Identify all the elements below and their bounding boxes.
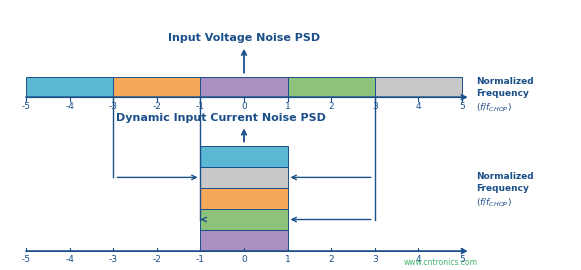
Text: -2: -2 [152, 255, 162, 264]
Text: -1: -1 [196, 255, 205, 264]
Bar [375, 77, 462, 97]
Text: 4: 4 [415, 102, 421, 110]
Text: -4: -4 [65, 255, 74, 264]
Text: 0: 0 [241, 255, 247, 264]
Bar [26, 77, 113, 97]
Text: -2: -2 [152, 102, 162, 110]
Text: -3: -3 [109, 102, 118, 110]
Text: 5: 5 [459, 102, 465, 110]
Text: 5: 5 [459, 255, 465, 264]
Text: 1: 1 [285, 102, 290, 110]
Bar [200, 77, 288, 97]
Text: -5: -5 [21, 255, 31, 264]
Text: Dynamic Input Current Noise PSD: Dynamic Input Current Noise PSD [116, 113, 326, 123]
Bar [200, 209, 288, 230]
Text: Normalized
Frequency
$(f/f_{CHOP})$: Normalized Frequency $(f/f_{CHOP})$ [476, 77, 534, 114]
Text: www.cntronics.com: www.cntronics.com [404, 258, 478, 267]
Text: 1: 1 [285, 255, 290, 264]
Bar [200, 230, 288, 251]
Text: 0: 0 [241, 102, 247, 110]
Bar [113, 77, 200, 97]
Text: 2: 2 [328, 255, 334, 264]
Text: -3: -3 [109, 255, 118, 264]
Bar [288, 77, 375, 97]
Text: -5: -5 [21, 102, 31, 110]
Text: -4: -4 [65, 102, 74, 110]
Bar [200, 167, 288, 188]
Text: Normalized
Frequency
$(f/f_{CHOP})$: Normalized Frequency $(f/f_{CHOP})$ [476, 172, 534, 209]
Bar [200, 146, 288, 167]
Text: 3: 3 [372, 255, 378, 264]
Text: 3: 3 [372, 102, 378, 110]
Text: 2: 2 [328, 102, 334, 110]
Text: Input Voltage Noise PSD: Input Voltage Noise PSD [168, 33, 320, 43]
Text: -1: -1 [196, 102, 205, 110]
Bar [200, 188, 288, 209]
Text: 4: 4 [415, 255, 421, 264]
